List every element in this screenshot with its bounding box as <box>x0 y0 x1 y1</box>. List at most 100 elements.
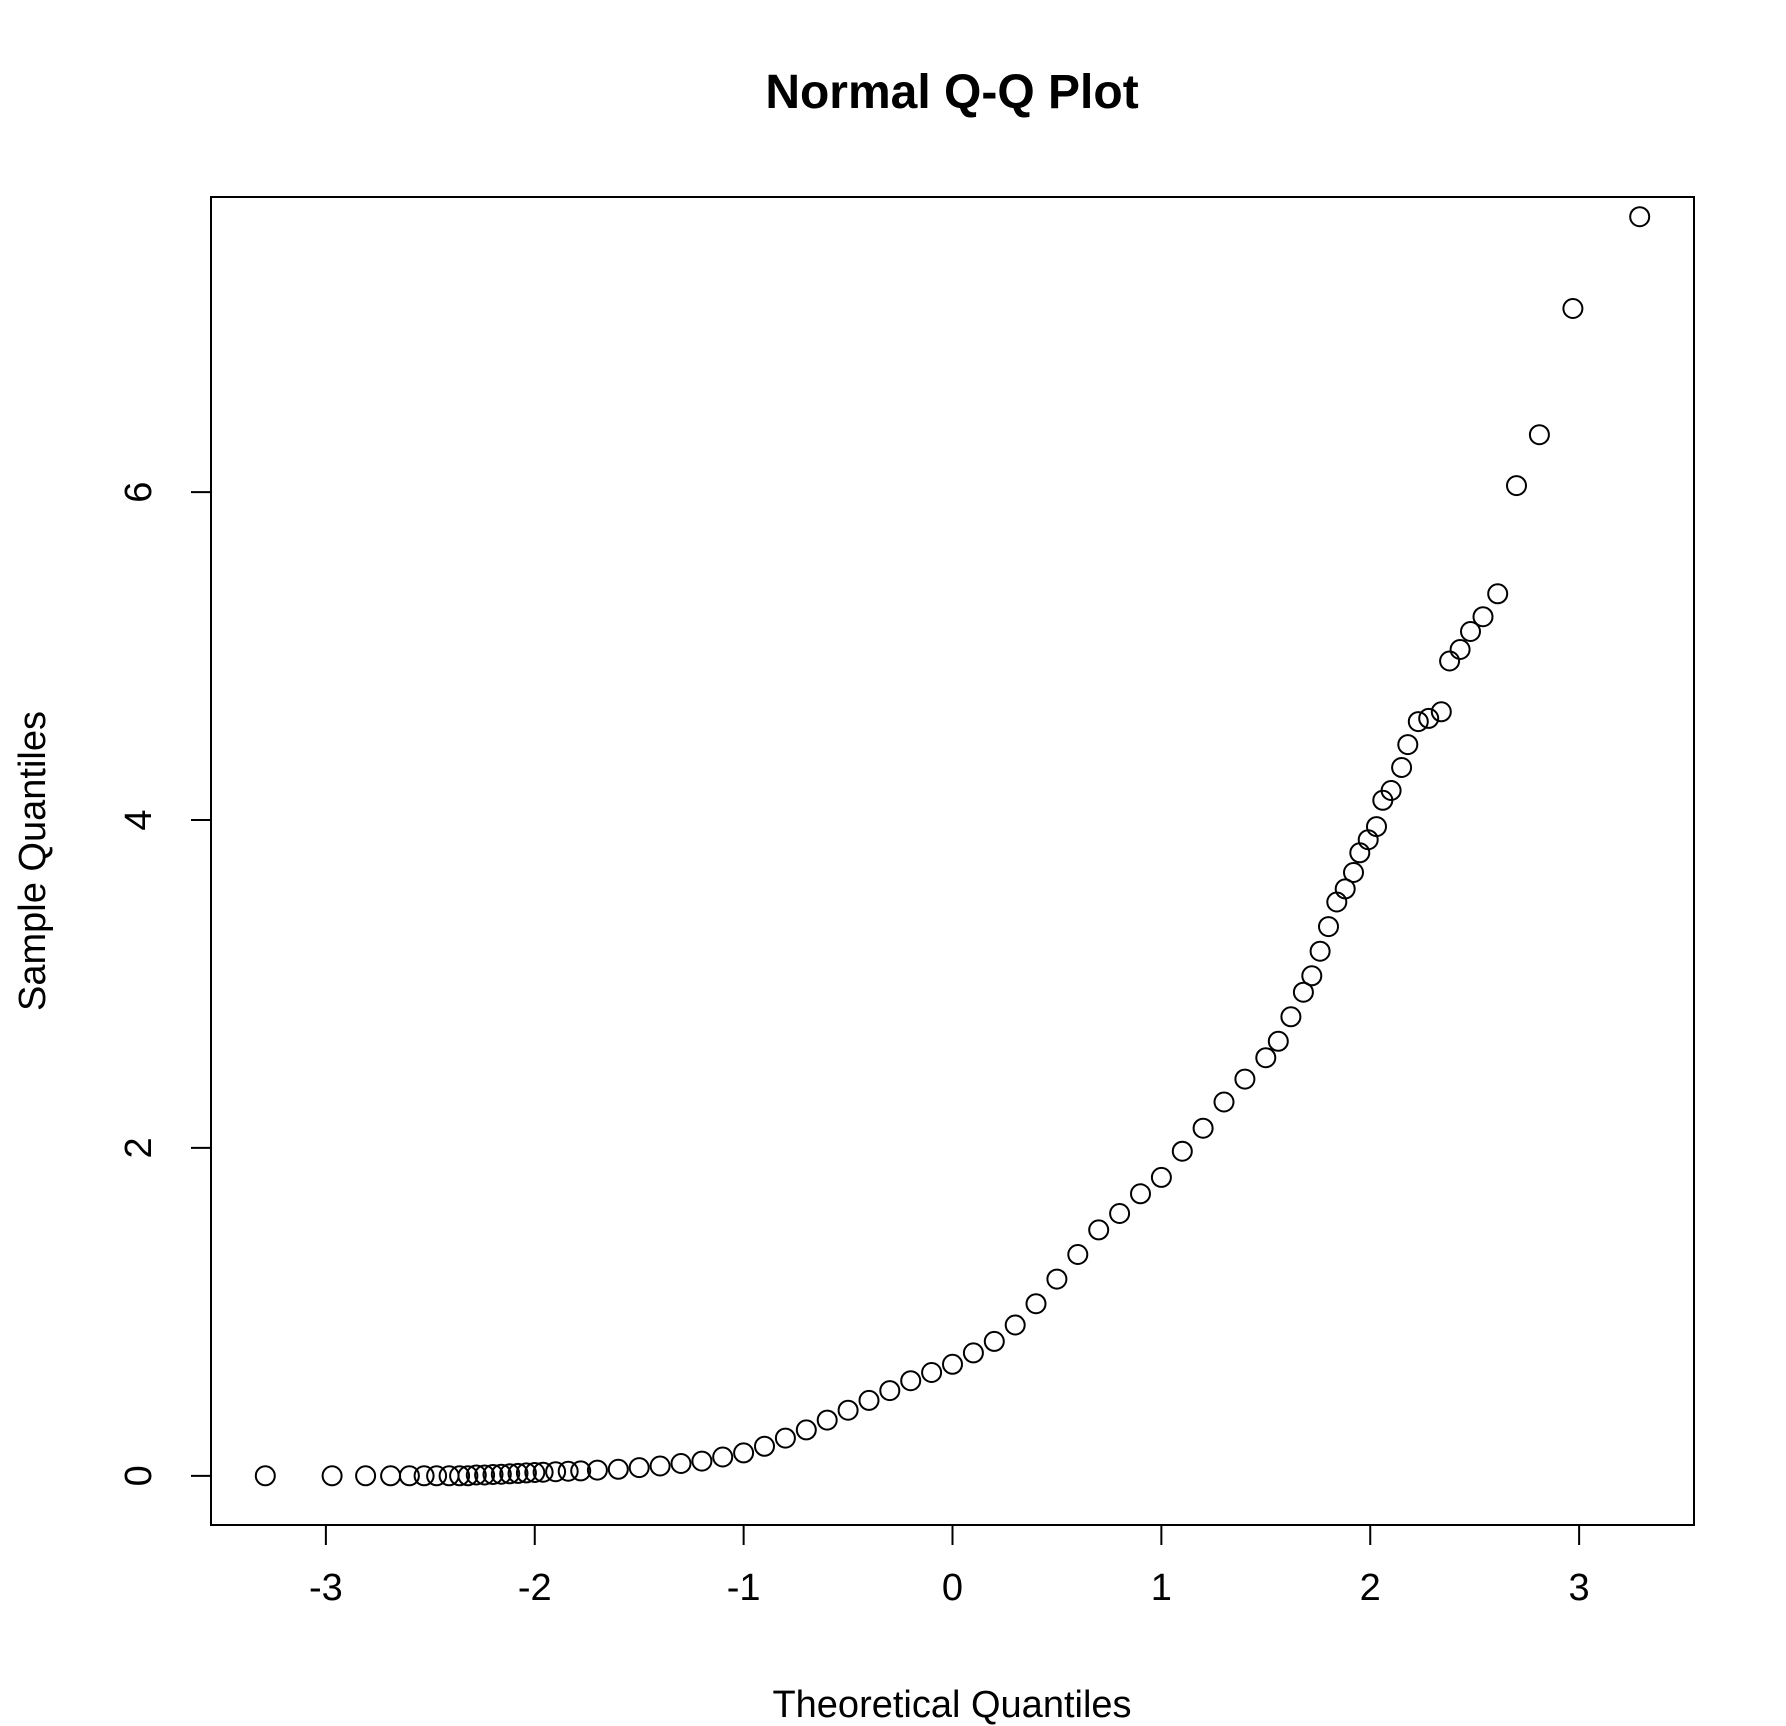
data-point <box>570 1460 592 1482</box>
data-point <box>1025 1293 1047 1315</box>
data-point <box>1391 757 1413 778</box>
data-point <box>1334 878 1356 900</box>
y-axis: 0 2 4 6 <box>118 482 212 1486</box>
data-point <box>1326 891 1348 913</box>
data-point <box>380 1465 402 1487</box>
data-point <box>649 1455 671 1477</box>
data-point <box>1366 816 1387 838</box>
data-point <box>1267 1030 1289 1052</box>
y-tick-label: 0 <box>118 1465 160 1486</box>
data-point <box>545 1461 567 1483</box>
data-point <box>1171 1140 1193 1162</box>
data-point <box>426 1465 448 1487</box>
data-point <box>1067 1244 1089 1265</box>
data-point <box>1343 862 1364 883</box>
data-point <box>499 1463 521 1485</box>
data-point <box>837 1399 859 1421</box>
x-tick-label: -2 <box>518 1567 552 1609</box>
data-point <box>413 1465 435 1487</box>
y-tick-label: 6 <box>118 482 160 503</box>
data-point <box>474 1464 496 1486</box>
data-point <box>900 1370 922 1392</box>
x-tick-label: 2 <box>1360 1567 1381 1609</box>
data-point <box>670 1453 692 1474</box>
x-axis: -3 -2 -1 0 1 2 3 <box>309 1524 1590 1609</box>
data-point <box>795 1419 817 1441</box>
data-point <box>628 1457 650 1479</box>
data-point <box>1004 1314 1026 1336</box>
data-point <box>1213 1091 1235 1113</box>
data-point <box>1439 650 1461 672</box>
data-point <box>254 1465 276 1487</box>
data-point <box>712 1446 734 1468</box>
y-tick-label: 4 <box>118 809 160 830</box>
data-point <box>1150 1166 1172 1188</box>
data-point <box>1506 475 1527 497</box>
data-point <box>1301 965 1323 987</box>
data-point <box>962 1342 984 1364</box>
data-point <box>816 1409 838 1431</box>
data-point <box>1318 916 1339 938</box>
x-axis-label: Theoretical Quantiles <box>772 1684 1131 1726</box>
data-point <box>1109 1203 1131 1224</box>
y-axis-label: Sample Quantiles <box>12 711 54 1011</box>
points-layer <box>254 206 1651 1487</box>
data-point <box>515 1462 537 1484</box>
data-point <box>482 1464 504 1485</box>
data-point <box>1130 1183 1151 1205</box>
data-point <box>1562 298 1584 319</box>
data-point <box>1380 780 1402 801</box>
data-point <box>1192 1117 1214 1139</box>
data-point <box>490 1463 512 1485</box>
data-point <box>983 1330 1005 1352</box>
data-point <box>1397 734 1419 756</box>
x-tick-label: -1 <box>727 1567 761 1609</box>
plot-frame <box>210 196 1695 1526</box>
data-point <box>1418 707 1440 729</box>
data-point <box>524 1462 546 1483</box>
data-point <box>465 1464 487 1486</box>
data-point <box>1234 1068 1256 1090</box>
x-tick-label: 3 <box>1569 1567 1590 1609</box>
data-point <box>321 1465 343 1487</box>
data-point <box>1309 940 1331 962</box>
data-point <box>507 1462 529 1484</box>
data-point <box>1449 639 1471 660</box>
data-point <box>942 1353 963 1375</box>
data-point <box>1407 711 1429 733</box>
data-point <box>879 1380 901 1402</box>
data-point <box>858 1389 880 1411</box>
data-point <box>607 1458 629 1480</box>
data-point <box>921 1362 943 1383</box>
data-point <box>1528 424 1550 446</box>
data-point <box>733 1442 755 1464</box>
chart-title: Normal Q-Q Plot <box>765 66 1138 119</box>
data-point <box>398 1465 420 1487</box>
data-point <box>1280 1006 1302 1028</box>
data-point <box>1629 206 1651 228</box>
data-point <box>1472 606 1494 628</box>
data-point <box>774 1427 796 1449</box>
data-point <box>532 1461 554 1483</box>
data-point <box>1349 842 1371 864</box>
data-point <box>1460 621 1481 642</box>
data-point <box>1046 1268 1068 1290</box>
data-point <box>1255 1047 1277 1069</box>
x-tick-label: 1 <box>1151 1567 1172 1609</box>
data-point <box>1292 981 1314 1003</box>
data-point <box>754 1435 775 1457</box>
data-point <box>449 1465 471 1487</box>
data-point <box>691 1450 713 1472</box>
y-tick-label: 2 <box>118 1137 160 1158</box>
data-point <box>1357 829 1379 851</box>
data-point <box>557 1460 579 1482</box>
x-tick-label: -3 <box>309 1567 343 1609</box>
x-tick-label: 0 <box>942 1567 963 1609</box>
data-point <box>457 1465 479 1487</box>
data-point <box>355 1465 377 1487</box>
data-point <box>1088 1219 1110 1241</box>
data-point <box>1487 583 1509 605</box>
data-point <box>1430 701 1452 723</box>
data-point <box>586 1459 608 1481</box>
